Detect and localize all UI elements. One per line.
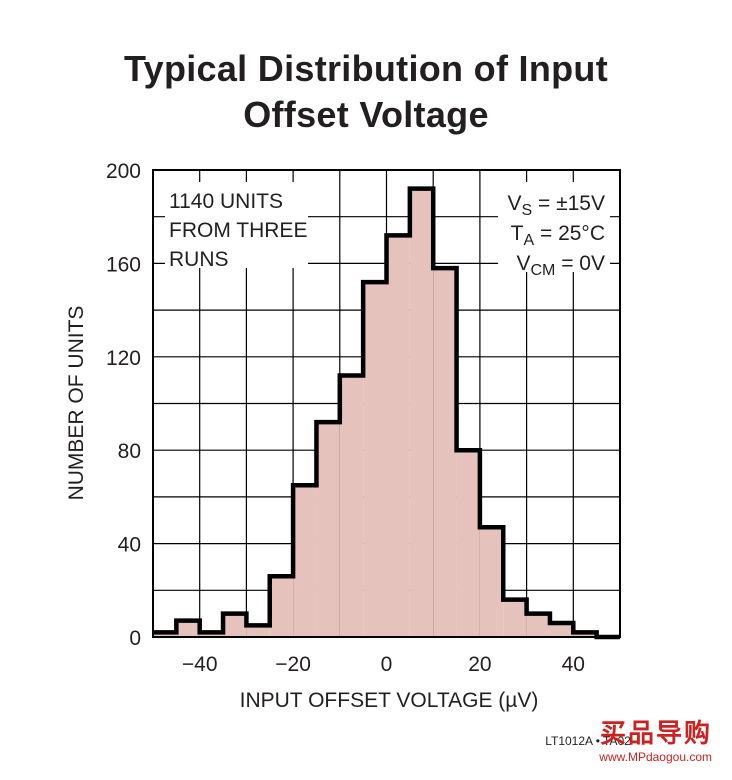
histogram-outline [153,186,620,640]
y-tick-label: 160 [106,253,141,276]
annotation-left-background [165,182,308,268]
histogram-bar [339,375,364,637]
watermark: 买品导购 www.MPdaogou.com [599,713,712,764]
annotation-right-background [498,182,610,272]
annotation-right-line: TA = 25°C [511,222,605,249]
histogram-bar [549,622,574,637]
y-tick-label: 40 [118,534,141,557]
y-axis-label: NUMBER OF UNITS [65,306,88,501]
y-tick-label: 80 [118,440,141,463]
chart-title-line-1: Typical Distribution of Input [124,48,608,89]
x-axis-label: INPUT OFFSET VOLTAGE (µV) [240,689,539,712]
annotation-right-line: VS = ±15V [507,192,605,219]
y-tick-label: 0 [129,627,141,650]
watermark-brand: 买品导购 [599,718,712,748]
histogram-bar [386,235,410,637]
x-tick-label: 0 [381,653,393,676]
histogram-bar [573,632,597,637]
histogram-bar [433,268,457,637]
histogram-bar [293,485,317,637]
histogram-bar [269,576,294,637]
histogram-bar [176,620,200,637]
annotation-left-line: FROM THREE [169,219,307,242]
bar-layer [153,186,620,640]
histogram-bar [199,632,224,637]
histogram-bar [526,613,550,637]
y-tick-label: 200 [106,160,141,183]
figure-code: LT1012A • TA02 [545,734,631,748]
x-tick-label: 20 [468,653,491,676]
histogram-bar [363,282,387,637]
plot-frame [152,169,621,638]
histogram-bar [409,188,434,637]
watermark-url: www.MPdaogou.com [599,750,712,764]
histogram-bar [456,450,480,637]
tick-label-layer: −40 −20 0 20 40 0 40 80 120 160 200 [106,160,585,676]
plot-frame-layer [152,169,621,638]
annotation-layer: 1140 UNITS FROM THREE RUNS VS = ±15V TA = 25… [165,182,610,279]
x-tick-label: 40 [562,653,585,676]
y-tick-label: 120 [106,347,141,370]
chart-title-line-2: Offset Voltage [243,94,489,135]
annotation-left-line: RUNS [169,248,229,271]
histogram-bar [246,625,270,637]
histogram-bar [153,632,177,637]
x-tick-label: −40 [182,653,218,676]
histogram-bar [479,527,504,637]
histogram-bar [316,422,340,637]
annotation-right-line: VCM = 0V [516,252,605,279]
histogram-bar [223,613,247,637]
histogram-bar [503,599,527,637]
annotation-left-line: 1140 UNITS [169,190,283,213]
x-tick-label: −20 [275,653,311,676]
